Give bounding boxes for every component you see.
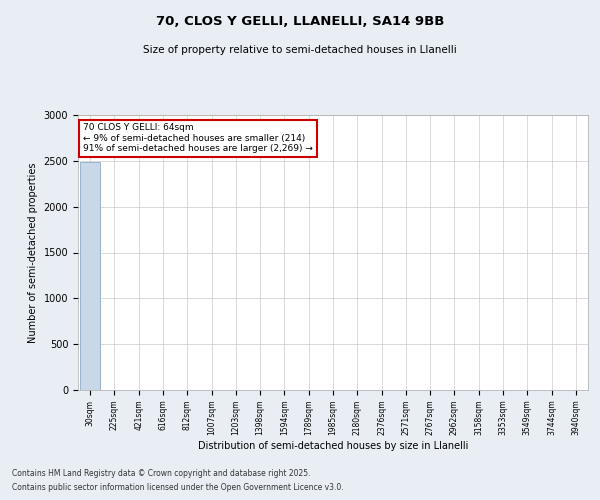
Y-axis label: Number of semi-detached properties: Number of semi-detached properties <box>28 162 38 343</box>
Text: Contains public sector information licensed under the Open Government Licence v3: Contains public sector information licen… <box>12 484 344 492</box>
Text: Contains HM Land Registry data © Crown copyright and database right 2025.: Contains HM Land Registry data © Crown c… <box>12 468 311 477</box>
Text: 70, CLOS Y GELLI, LLANELLI, SA14 9BB: 70, CLOS Y GELLI, LLANELLI, SA14 9BB <box>156 15 444 28</box>
Bar <box>80 162 100 390</box>
Text: Size of property relative to semi-detached houses in Llanelli: Size of property relative to semi-detach… <box>143 45 457 55</box>
Text: 70 CLOS Y GELLI: 64sqm
← 9% of semi-detached houses are smaller (214)
91% of sem: 70 CLOS Y GELLI: 64sqm ← 9% of semi-deta… <box>83 123 313 153</box>
X-axis label: Distribution of semi-detached houses by size in Llanelli: Distribution of semi-detached houses by … <box>198 441 468 451</box>
